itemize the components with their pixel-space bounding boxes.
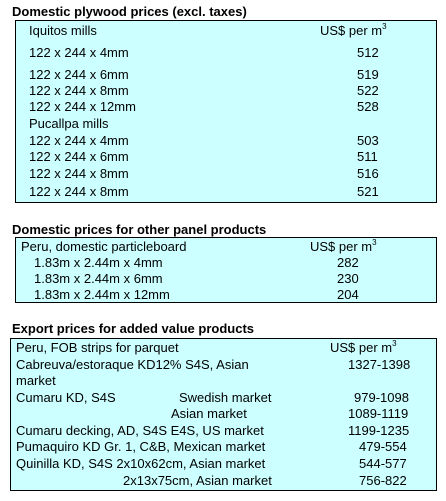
table-row: Quinilla KD, S4S 2x10x62cm, Asian market… — [16, 456, 407, 471]
table-row: 1.83m x 2.44m x 6mm 230 — [34, 271, 359, 286]
export-title: Export prices for added value products — [12, 321, 254, 336]
plywood-unit-header: US$ per m3 — [320, 22, 387, 38]
table-row: 122 x 244 x 6mm 519 — [29, 67, 379, 82]
export-table: Peru, FOB strips for parquet US$ per m3 … — [10, 338, 437, 491]
plywood-table: Iquitos mills US$ per m3 122 x 244 x 4mm… — [15, 20, 437, 203]
table-row: 122 x 244 x 8mm 522 — [29, 83, 379, 98]
pucallpa-mills-row: Pucallpa mills — [16, 115, 436, 133]
table-row: market — [16, 373, 56, 388]
particleboard-label: Peru, domestic particleboard — [21, 239, 187, 254]
table-row: 122 x 244 x 4mm 512 — [29, 45, 379, 60]
table-row: Cabreuva/estoraque KD12% S4S, Asian 1327… — [16, 357, 411, 372]
table-row: 122 x 244 x 6mm 511 — [29, 149, 378, 164]
table-row: 122 x 244 x 12mm 528 — [29, 99, 379, 114]
table-row: Pumaquiro KD Gr. 1, C&B, Mexican market … — [16, 439, 407, 454]
panel-header-row: Peru, domestic particleboard US$ per m3 — [16, 238, 436, 256]
table-row: Asian market 1089-1119 — [171, 406, 409, 421]
export-header-row: Peru, FOB strips for parquet US$ per m3 — [11, 339, 436, 357]
table-row: 1.83m x 2.44m x 4mm 282 — [34, 255, 359, 270]
table-row: 122 x 244 x 8mm 516 — [29, 166, 379, 181]
panel-title: Domestic prices for other panel products — [12, 222, 267, 237]
panel-table: Peru, domestic particleboard US$ per m3 … — [15, 237, 437, 303]
table-row: Cumaru KD, S4S Swedish market 979-1098 — [16, 390, 409, 405]
table-row: 1.83m x 2.44m x 12mm 204 — [34, 287, 359, 302]
parquet-label: Peru, FOB strips for parquet — [16, 340, 179, 355]
table-row: 122 x 244 x 4mm 503 — [29, 133, 379, 148]
table-row: 122 x 244 x 8mm 521 — [29, 184, 379, 199]
table-row: 2x13x75cm, Asian market 756-822 — [123, 473, 407, 488]
table-row: Cumaru decking, AD, S4S E4S, US market 1… — [16, 423, 410, 438]
pucallpa-mills-label: Pucallpa mills — [29, 116, 109, 131]
iquitos-mills-label: Iquitos mills — [29, 23, 97, 38]
export-unit-header: US$ per m3 — [330, 339, 397, 355]
plywood-header-row: Iquitos mills US$ per m3 — [16, 22, 436, 40]
plywood-title: Domestic plywood prices (excl. taxes) — [12, 4, 247, 19]
panel-unit-header: US$ per m3 — [310, 238, 377, 254]
